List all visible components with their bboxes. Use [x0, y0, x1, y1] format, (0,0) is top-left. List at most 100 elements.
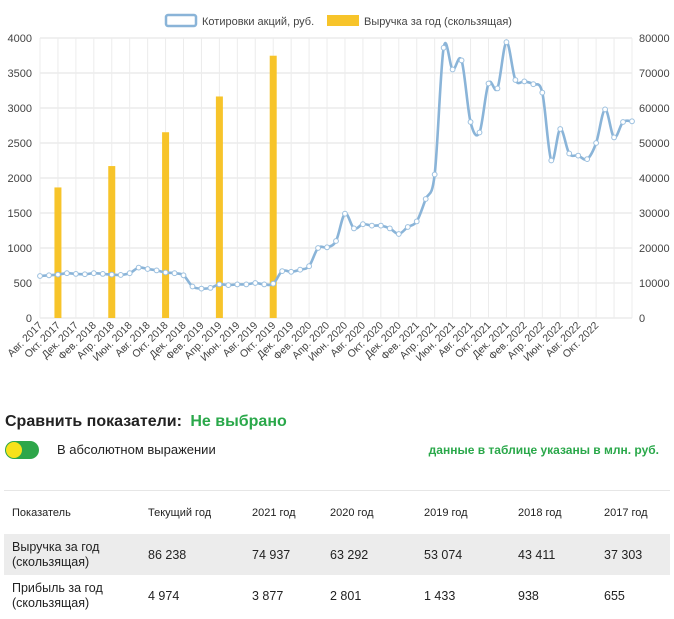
price-point — [144, 266, 151, 272]
cell: 74 937 — [244, 534, 322, 575]
units-note: данные в таблице указаны в млн. руб. — [428, 443, 659, 457]
compare-label: Сравнить показатели: — [5, 413, 182, 430]
price-point — [342, 210, 348, 217]
y-right-tick-label: 20000 — [639, 243, 670, 255]
cell: 43 411 — [510, 534, 596, 575]
price-point — [234, 281, 241, 288]
price-point — [99, 271, 106, 277]
price-point — [135, 264, 142, 271]
price-point — [360, 221, 366, 228]
price-point — [449, 66, 456, 73]
header-indicator: Показатель — [4, 490, 140, 534]
cell: 53 074 — [416, 534, 510, 575]
cell: 1 433 — [424, 588, 456, 603]
table-row: Выручка за год (скользящая) 86 238 74 93… — [4, 534, 670, 575]
price-point — [458, 57, 465, 64]
price-point — [377, 222, 384, 229]
y-left-tick-label: 1000 — [8, 243, 32, 255]
toggle-label: В абсолютном выражении — [57, 442, 216, 457]
price-point — [351, 225, 357, 232]
price-point — [557, 126, 564, 132]
price-point — [297, 266, 304, 273]
y-left-tick-label: 3500 — [8, 68, 32, 80]
price-point — [386, 225, 393, 232]
price-line — [39, 40, 633, 290]
price-point — [37, 273, 43, 279]
price-point — [198, 285, 205, 292]
price-point — [431, 171, 438, 178]
price-point — [180, 272, 187, 279]
price-point — [72, 271, 79, 277]
cell: 63 292 — [322, 534, 416, 575]
y-right-tick-label: 10000 — [639, 278, 670, 290]
price-point — [288, 268, 295, 275]
price-point — [225, 282, 232, 289]
price-point — [279, 268, 286, 275]
legend-revenue-swatch — [327, 15, 359, 26]
price-point — [252, 280, 259, 286]
price-point — [324, 244, 330, 251]
cell: 86 238 — [140, 534, 244, 575]
y-right-tick-label: 80000 — [639, 33, 670, 45]
price-point — [216, 281, 223, 288]
cell: 2 801 — [330, 588, 362, 603]
revenue-bar — [54, 187, 62, 318]
price-point — [422, 196, 429, 202]
price-point — [602, 106, 608, 113]
cell: 3 877 — [252, 588, 284, 603]
price-point — [108, 271, 115, 278]
cell: 938 — [518, 588, 539, 603]
header-current: Текущий год — [140, 490, 244, 534]
price-point — [189, 283, 196, 290]
header-2018: 2018 год — [510, 490, 596, 534]
price-point — [503, 39, 510, 46]
y-left-tick-label: 3000 — [8, 103, 32, 115]
legend-price-label: Котировки акций, руб. — [202, 16, 314, 28]
header-2020: 2020 год — [322, 490, 416, 534]
price-point — [162, 269, 169, 276]
combo-chart: 0500100015002000250030003500400001000020… — [5, 13, 670, 364]
price-point — [171, 270, 178, 277]
header-2021: 2021 год — [244, 490, 322, 534]
price-point — [512, 77, 519, 83]
revenue-bar — [269, 55, 277, 319]
absolute-toggle[interactable] — [5, 441, 39, 459]
y-left-tick-label: 2500 — [8, 138, 32, 150]
price-point — [575, 152, 582, 159]
y-right-tick-label: 60000 — [639, 103, 670, 115]
cell: 37 303 — [596, 534, 670, 575]
price-point — [315, 245, 321, 251]
price-point — [306, 263, 312, 270]
price-point — [440, 44, 447, 51]
price-point — [629, 118, 635, 125]
price-point — [476, 129, 483, 136]
y-right-tick-label: 30000 — [639, 208, 670, 220]
cell: 4 974 — [148, 588, 180, 603]
revenue-bar — [215, 96, 223, 318]
compare-value[interactable]: Не выбрано — [190, 413, 287, 430]
y-right-tick-label: 0 — [639, 313, 645, 325]
price-point — [153, 267, 160, 274]
table-row: Прибыль за год (скользящая) 4 974 3 877 … — [4, 575, 670, 616]
price-point — [593, 140, 600, 146]
price-point — [243, 281, 250, 288]
y-left-tick-label: 500 — [14, 278, 32, 290]
price-point — [90, 270, 97, 277]
price-point — [81, 271, 88, 278]
price-point — [333, 238, 339, 244]
price-point — [64, 270, 70, 277]
price-point — [530, 81, 537, 88]
price-point — [548, 157, 555, 164]
y-right-tick-label: 40000 — [639, 173, 670, 185]
y-left-tick-label: 4000 — [8, 33, 32, 45]
legend-revenue-label: Выручка за год (скользящая) — [364, 16, 512, 28]
toggle-knob — [6, 442, 22, 458]
price-point — [207, 285, 214, 291]
revenue-bar — [162, 132, 170, 318]
toggle-row: В абсолютном выражении данные в таблице … — [5, 440, 669, 460]
price-point — [368, 222, 375, 229]
price-point — [413, 218, 420, 225]
price-point — [485, 80, 492, 87]
price-point — [584, 156, 591, 163]
price-point — [261, 281, 268, 288]
